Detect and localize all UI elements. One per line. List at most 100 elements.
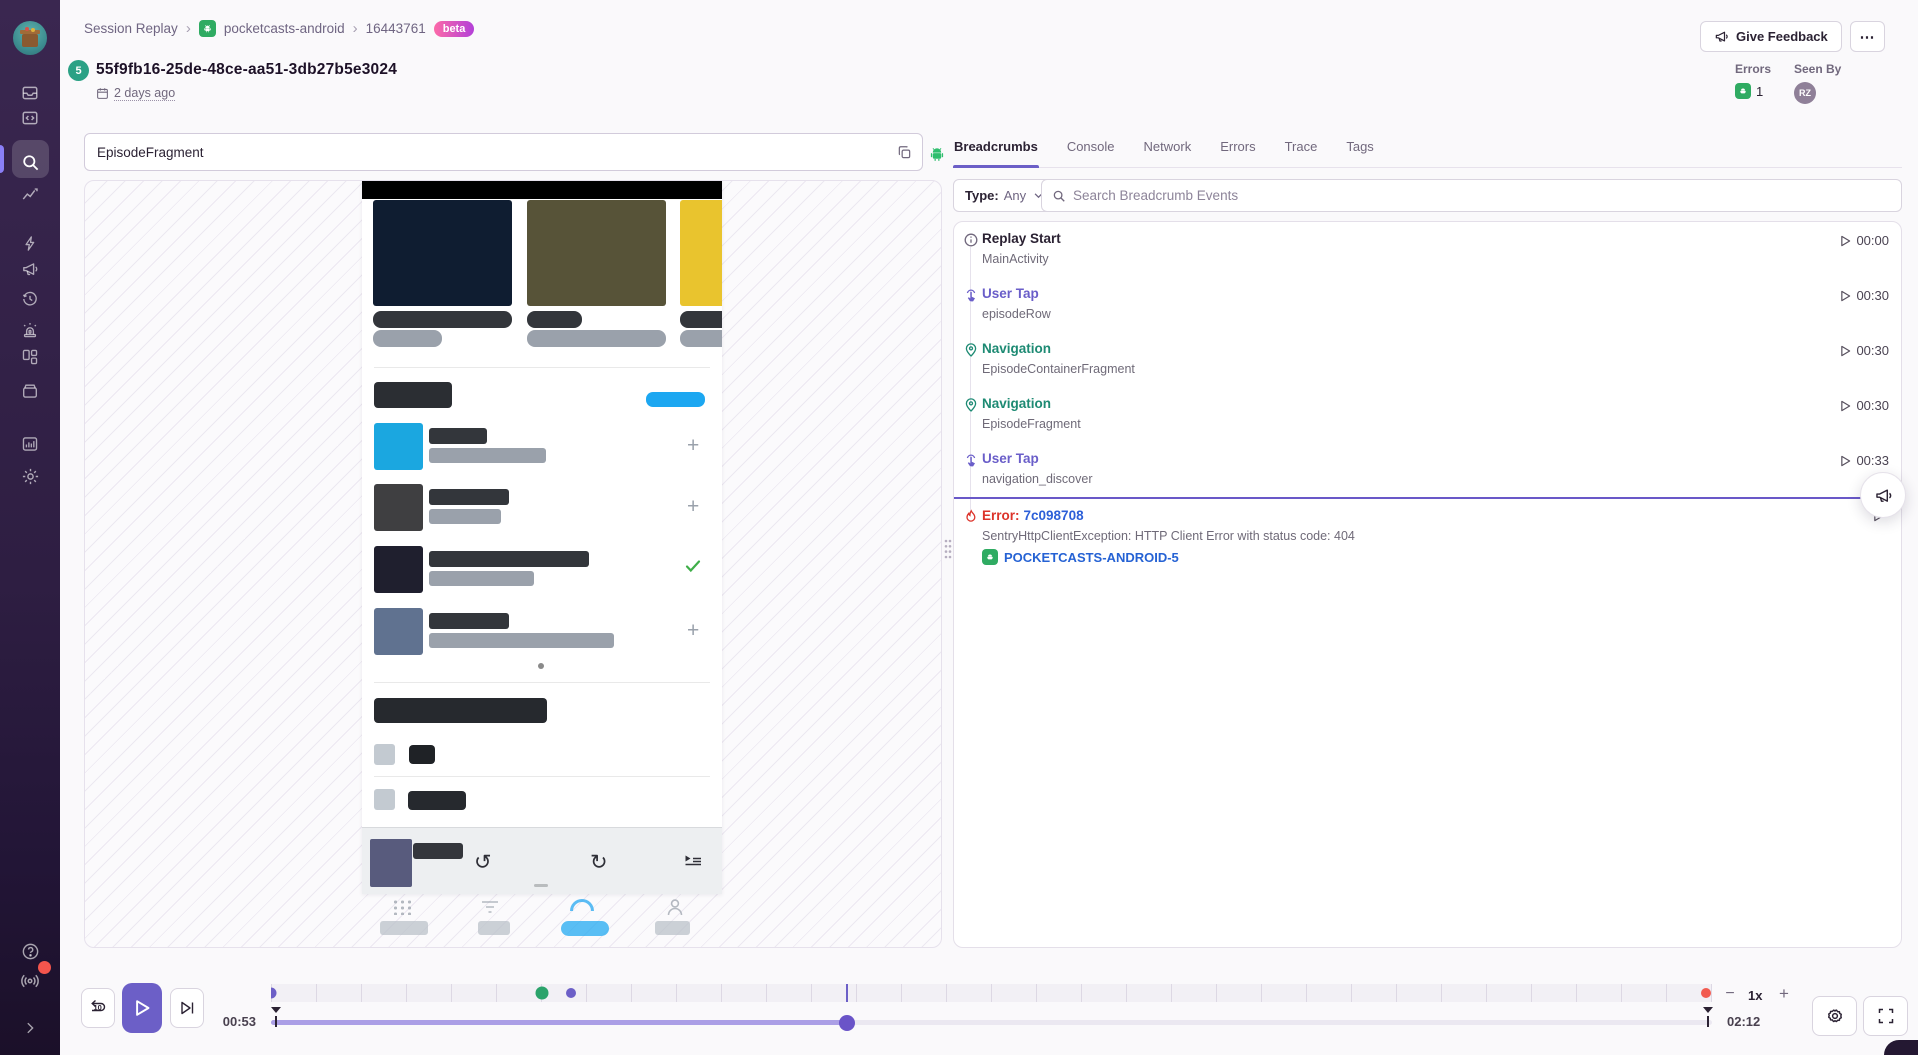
event-timestamp[interactable]: 00:30 bbox=[1840, 285, 1889, 303]
sidebar-item-settings[interactable] bbox=[0, 460, 60, 492]
breadcrumb-event-row[interactable]: Navigation EpisodeFragment 00:30 bbox=[954, 387, 1901, 460]
play-icon bbox=[1841, 290, 1851, 301]
clip-start-marker[interactable] bbox=[271, 1007, 282, 1027]
timeline-position-line bbox=[846, 984, 849, 1002]
time-ago[interactable]: 2 days ago bbox=[114, 86, 176, 101]
errors-count[interactable]: 1 bbox=[1756, 83, 1764, 99]
corner-widget bbox=[1884, 1040, 1918, 1055]
breadcrumb-event-row[interactable]: Navigation EpisodeContainerFragment 00:3… bbox=[954, 332, 1901, 405]
tab[interactable]: Breadcrumbs bbox=[953, 139, 1039, 168]
sidebar-item-projects[interactable] bbox=[0, 102, 60, 134]
breadcrumb-event-row[interactable]: User Tap episodeRow 00:30 bbox=[954, 277, 1901, 350]
timeline-track[interactable] bbox=[271, 1020, 1712, 1025]
sidebar-item-help[interactable] bbox=[0, 935, 60, 967]
android-platform-icon bbox=[929, 146, 945, 167]
sidebar-active-highlight bbox=[12, 140, 49, 178]
timeline-marker-event-green[interactable] bbox=[535, 986, 549, 1000]
nav-discover-icon bbox=[570, 899, 594, 911]
svg-text:10: 10 bbox=[94, 1003, 102, 1012]
play-icon bbox=[1841, 345, 1851, 356]
tab[interactable]: Errors bbox=[1219, 139, 1256, 167]
breadcrumb-project[interactable]: pocketcasts-android bbox=[223, 21, 345, 36]
timeline-marker-segment-start[interactable] bbox=[271, 987, 277, 999]
sidebar-item-search[interactable] bbox=[0, 140, 60, 178]
play-button[interactable] bbox=[122, 983, 162, 1033]
floating-feedback-button[interactable] bbox=[1860, 472, 1906, 518]
wireframe-row-avatar bbox=[374, 546, 423, 593]
current-time-label: 00:53 bbox=[222, 1014, 256, 1029]
event-timestamp[interactable]: 00:30 bbox=[1840, 340, 1889, 358]
event-timestamp[interactable]: 00:30 bbox=[1840, 395, 1889, 413]
zoom-out-button[interactable]: − bbox=[1725, 985, 1735, 1002]
wireframe-page-dot bbox=[538, 663, 544, 669]
org-avatar[interactable] bbox=[13, 21, 47, 55]
gear-icon bbox=[1827, 1009, 1842, 1023]
wireframe-row-avatar bbox=[374, 423, 423, 470]
rewind-10-icon: 10 bbox=[91, 999, 106, 1012]
fullscreen-button[interactable] bbox=[1863, 996, 1908, 1036]
error-id-link[interactable]: 7c098708 bbox=[1023, 508, 1084, 523]
more-options-button[interactable]: ⋯ bbox=[1850, 21, 1885, 52]
calendar-icon bbox=[97, 88, 108, 99]
playback-speed-label[interactable]: 1x bbox=[1748, 988, 1763, 1003]
timeline-scrubber-knob[interactable] bbox=[839, 1014, 856, 1031]
projects-icon bbox=[22, 111, 38, 125]
android-project-icon bbox=[982, 549, 998, 565]
tab[interactable]: Trace bbox=[1284, 139, 1319, 167]
sidebar-item-issues[interactable] bbox=[0, 77, 60, 109]
copy-icon[interactable] bbox=[897, 145, 912, 160]
breadcrumb-session-replay[interactable]: Session Replay bbox=[84, 21, 178, 36]
dom-search-input[interactable] bbox=[97, 144, 897, 160]
breadcrumb-event-list: Replay Start MainActivity 00:00 bbox=[953, 221, 1902, 948]
timeline-marker-event-error[interactable] bbox=[1701, 988, 1712, 998]
timeline-event-strip[interactable] bbox=[271, 984, 1712, 1002]
pin-icon bbox=[965, 398, 977, 412]
event-timestamp[interactable]: 00:00 bbox=[1840, 230, 1889, 248]
rewind-10s-button[interactable]: 10 bbox=[81, 988, 115, 1028]
breadcrumb-replay-id[interactable]: 16443761 bbox=[365, 21, 426, 36]
clip-end-marker[interactable] bbox=[1702, 1007, 1713, 1027]
tab[interactable]: Console bbox=[1066, 139, 1116, 167]
give-feedback-button[interactable]: Give Feedback bbox=[1700, 21, 1842, 52]
event-timestamp[interactable]: 00:33 bbox=[1840, 450, 1889, 468]
wireframe-row-avatar bbox=[374, 484, 423, 531]
sidebar-item-whats-new[interactable] bbox=[0, 961, 60, 997]
sidebar-item-stats[interactable] bbox=[0, 428, 60, 460]
queue-icon bbox=[684, 854, 702, 873]
next-breadcrumb-button[interactable] bbox=[170, 988, 204, 1028]
breadcrumb-event-row[interactable]: User Tap navigation_discover 00:33 bbox=[954, 442, 1901, 515]
event-connector-line bbox=[970, 412, 971, 460]
broadcast-icon bbox=[21, 974, 39, 988]
android-project-icon bbox=[1735, 83, 1751, 99]
sidebar-item-replays[interactable] bbox=[0, 283, 60, 315]
chevron-down-icon bbox=[1034, 193, 1043, 199]
sidebar-item-feedback[interactable] bbox=[0, 253, 60, 285]
replay-viewport[interactable]: + + + bbox=[84, 180, 942, 948]
type-filter-button[interactable]: Type: Any bbox=[953, 179, 1057, 212]
timeline-marker-event-purple[interactable] bbox=[565, 988, 576, 998]
sidebar-item-dashboards[interactable] bbox=[0, 341, 60, 373]
breadcrumb: Session Replay › pocketcasts-android › 1… bbox=[84, 20, 475, 37]
duration-label: 02:12 bbox=[1727, 1014, 1761, 1029]
wireframe-row-avatar bbox=[374, 608, 423, 655]
project-issue-link[interactable]: POCKETCASTS-ANDROID-5 bbox=[1004, 549, 1179, 565]
tab[interactable]: Network bbox=[1143, 139, 1193, 167]
drag-dots-icon bbox=[944, 539, 952, 559]
sidebar-item-releases[interactable] bbox=[0, 375, 60, 407]
breadcrumb-event-row[interactable]: Error: 7c098708 SentryHttpClientException… bbox=[954, 497, 1901, 576]
zoom-in-button[interactable]: + bbox=[1779, 984, 1789, 1003]
sidebar-active-indicator bbox=[0, 145, 4, 173]
sidebar-item-quickstart[interactable] bbox=[0, 227, 60, 259]
player-settings-button[interactable] bbox=[1812, 996, 1857, 1036]
tab[interactable]: Tags bbox=[1345, 139, 1374, 167]
event-connector-line bbox=[970, 247, 971, 295]
panel-resize-handle[interactable] bbox=[941, 538, 955, 560]
breadcrumb-search-input[interactable] bbox=[1073, 188, 1891, 203]
sidebar-collapse[interactable] bbox=[0, 1012, 60, 1044]
timeline[interactable] bbox=[271, 984, 1713, 1031]
sidebar-item-explore[interactable] bbox=[0, 178, 60, 210]
breadcrumb-event-row[interactable]: Replay Start MainActivity 00:00 bbox=[954, 222, 1901, 295]
sidebar-item-alerts[interactable] bbox=[0, 314, 60, 346]
wireframe-mini-player: ↺ ↻ bbox=[362, 827, 722, 894]
plus-icon: + bbox=[687, 434, 700, 457]
